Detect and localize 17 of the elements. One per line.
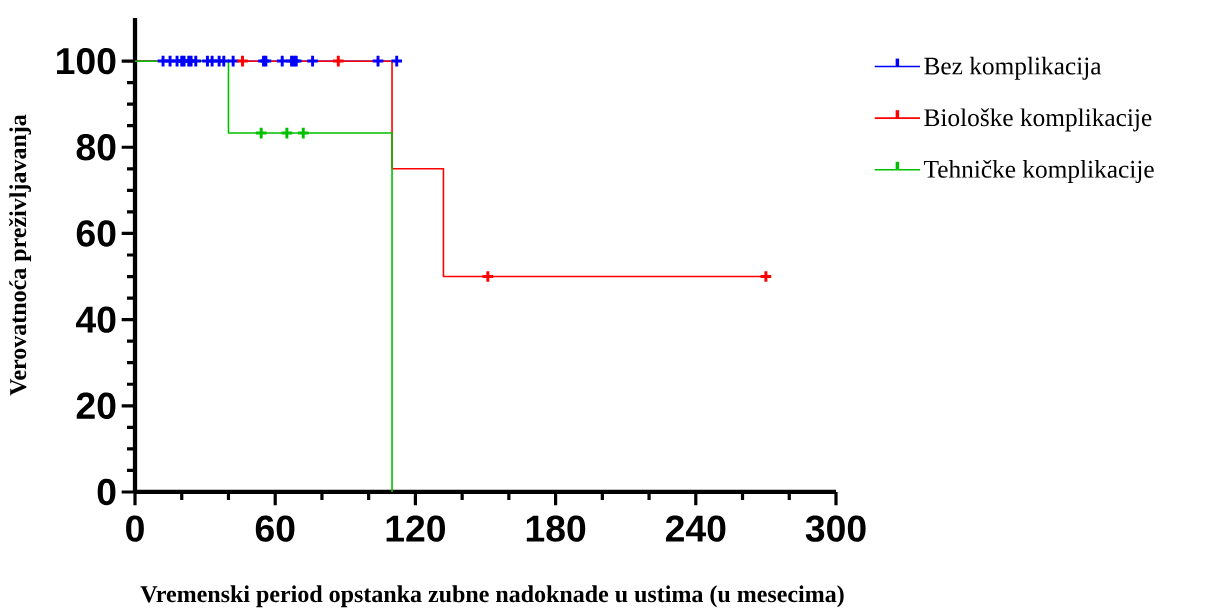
x-tick-label: 300 <box>805 515 866 542</box>
x-tick-label: 180 <box>526 515 586 542</box>
y-tick-label: 100 <box>57 47 116 75</box>
y-tick-label: 60 <box>76 220 116 247</box>
x-tick-label: 0 <box>126 515 144 542</box>
y-tick-label: 80 <box>76 134 116 161</box>
legend-label: Bez komplikacija <box>924 56 1102 80</box>
y-tick-label: 0 <box>97 478 116 506</box>
x-axis-title: Vremenski period opstanka zubne nadoknade u ustima (u mesecima) <box>140 585 844 608</box>
x-tick-label: 240 <box>665 515 726 542</box>
legend-label: Tehničke komplikacije <box>923 159 1154 183</box>
y-tick-label: 40 <box>76 306 116 333</box>
y-axis-title: Verovatnoća preživljavanja <box>9 114 32 396</box>
legend-label: Biološke komplikacije <box>924 108 1152 132</box>
y-tick-label: 20 <box>76 392 116 420</box>
x-tick-label: 120 <box>386 515 446 542</box>
x-tick-label: 60 <box>255 515 295 542</box>
